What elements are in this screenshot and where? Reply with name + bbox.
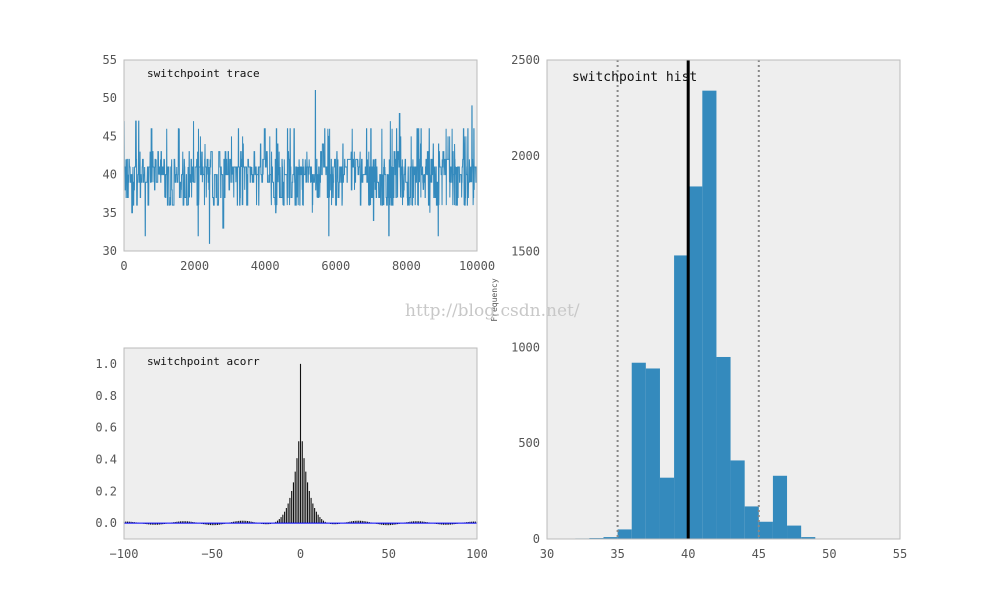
trace-x-ticks: 0 2000 4000 6000 8000 10000 [120, 259, 495, 273]
x-tick-label: 2000 [180, 259, 209, 273]
hist-bar [772, 475, 788, 539]
x-tick-label: 100 [466, 547, 488, 561]
x-tick-label: 10000 [459, 259, 495, 273]
acorr-x-ticks: −100 −50 0 50 100 [110, 547, 488, 561]
hist-y-axis-label: Frequency [490, 278, 499, 322]
x-tick-label: 45 [752, 547, 766, 561]
trace-series [123, 90, 477, 244]
hist-bar [631, 362, 646, 539]
x-tick-label: 30 [540, 547, 554, 561]
hist-bar [716, 356, 731, 539]
hist-x-ticks: 30 35 40 45 50 55 [540, 547, 907, 561]
x-tick-label: 0 [297, 547, 304, 561]
hist-bar [744, 506, 759, 539]
x-tick-label: 50 [382, 547, 396, 561]
hist-bar [688, 186, 703, 539]
hist-bar [801, 537, 816, 539]
y-tick-label: 1.0 [95, 357, 117, 371]
trace-title: switchpoint trace [147, 67, 260, 80]
y-tick-label: 0.2 [95, 484, 117, 498]
y-tick-label: 0.4 [95, 452, 117, 466]
x-tick-label: −100 [110, 547, 139, 561]
y-tick-label: 0.6 [95, 421, 117, 435]
x-tick-label: 6000 [321, 259, 350, 273]
trace-plot-area [124, 60, 477, 251]
hist-frame [546, 59, 901, 540]
y-tick-label: 35 [103, 206, 117, 220]
hist-bar [645, 368, 660, 539]
trace-y-ticks: 30 35 40 45 50 55 [103, 53, 117, 258]
acorr-y-ticks: 0.0 0.2 0.4 0.6 0.8 1.0 [95, 357, 117, 530]
acorr-panel: switchpoint acorr −100 −50 0 50 100 0.00.20.… [95, 347, 488, 561]
y-tick-label: 45 [103, 129, 117, 143]
acorr-frame [123, 347, 478, 540]
hist-bar [617, 529, 632, 539]
trace-line [123, 90, 477, 244]
hist-bars [575, 90, 816, 539]
x-tick-label: 8000 [392, 259, 421, 273]
y-tick-label: 1500 [511, 245, 540, 259]
hist-bar [730, 460, 745, 539]
y-tick-label: 30 [103, 244, 117, 258]
hist-bar [659, 477, 675, 539]
acorr-title: switchpoint acorr [147, 355, 260, 368]
y-tick-label: 0 [533, 532, 540, 546]
x-tick-label: 4000 [251, 259, 280, 273]
watermark: http://blog.csdn.net/ [405, 301, 580, 321]
hist-bar [787, 525, 802, 539]
y-tick-label: 1000 [511, 340, 540, 354]
y-tick-label: 40 [103, 168, 117, 182]
hist-bar [702, 90, 717, 539]
y-tick-label: 2000 [511, 149, 540, 163]
y-tick-label: 500 [518, 436, 540, 450]
x-tick-label: 40 [681, 547, 695, 561]
hist-title: switchpoint hist [572, 70, 697, 85]
hist-y-ticks: 0 500 1000 1500 2000 2500 [511, 53, 540, 546]
trace-panel: switchpoint trace 0 2000 4000 6000 8000 10000… [103, 53, 496, 273]
y-tick-label: 0.0 [95, 516, 117, 530]
x-tick-label: 0 [120, 259, 127, 273]
hist-bar [674, 255, 689, 539]
x-tick-label: −50 [201, 547, 223, 561]
x-tick-label: 55 [893, 547, 907, 561]
hist-bar [758, 521, 773, 539]
hist-bar [603, 537, 618, 539]
x-tick-label: 50 [822, 547, 836, 561]
hist-reference-lines [616, 60, 760, 539]
hist-panel: switchpoint hist 30 35 40 45 50 55 0 500 1000 15… [490, 53, 907, 561]
y-tick-label: 50 [103, 91, 117, 105]
y-tick-label: 0.8 [95, 389, 117, 403]
y-tick-label: 2500 [511, 53, 540, 67]
x-tick-label: 35 [610, 547, 624, 561]
trace-frame [123, 59, 478, 252]
y-tick-label: 55 [103, 53, 117, 67]
